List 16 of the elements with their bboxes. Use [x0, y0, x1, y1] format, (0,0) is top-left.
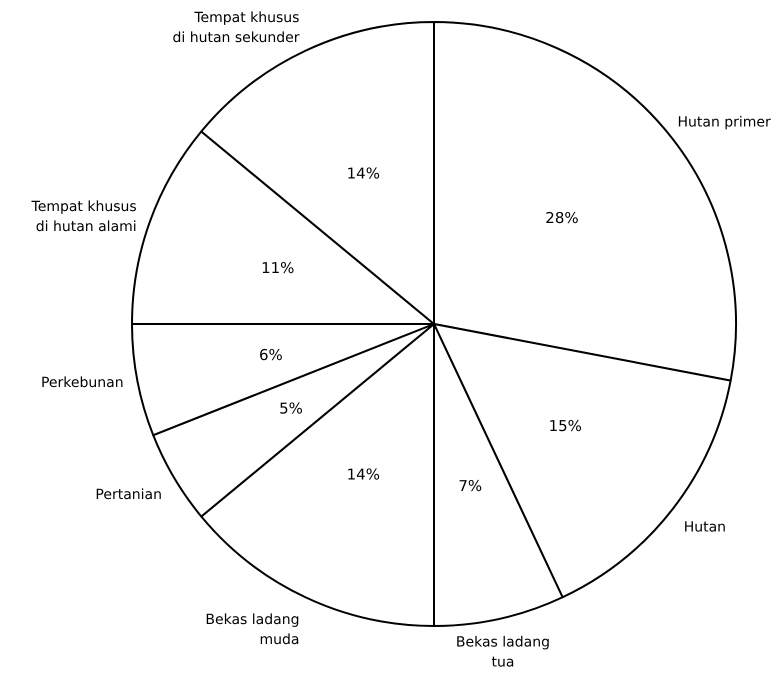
data-label: 14%	[346, 465, 380, 484]
data-label: 7%	[458, 477, 482, 496]
data-label: 15%	[548, 416, 582, 435]
slice-label: Hutan	[684, 520, 726, 536]
data-label: 5%	[279, 400, 303, 418]
data-label: 14%	[346, 164, 380, 183]
slice-label: Bekas ladang muda	[205, 612, 300, 648]
data-label: 28%	[545, 209, 579, 228]
slice-label: Pertanian	[95, 486, 162, 503]
slice-label: Tempat khusus di hutan sekunder	[172, 10, 300, 46]
data-label: 11%	[261, 258, 294, 277]
slice-label: Perkebunan	[40, 375, 124, 392]
slice-label: Bekas ladang tua	[456, 634, 550, 670]
slice-label: Tempat khusus di hutan alami	[30, 198, 137, 235]
data-label: 6%	[258, 346, 283, 364]
slice-label: Hutan primer	[677, 114, 772, 131]
